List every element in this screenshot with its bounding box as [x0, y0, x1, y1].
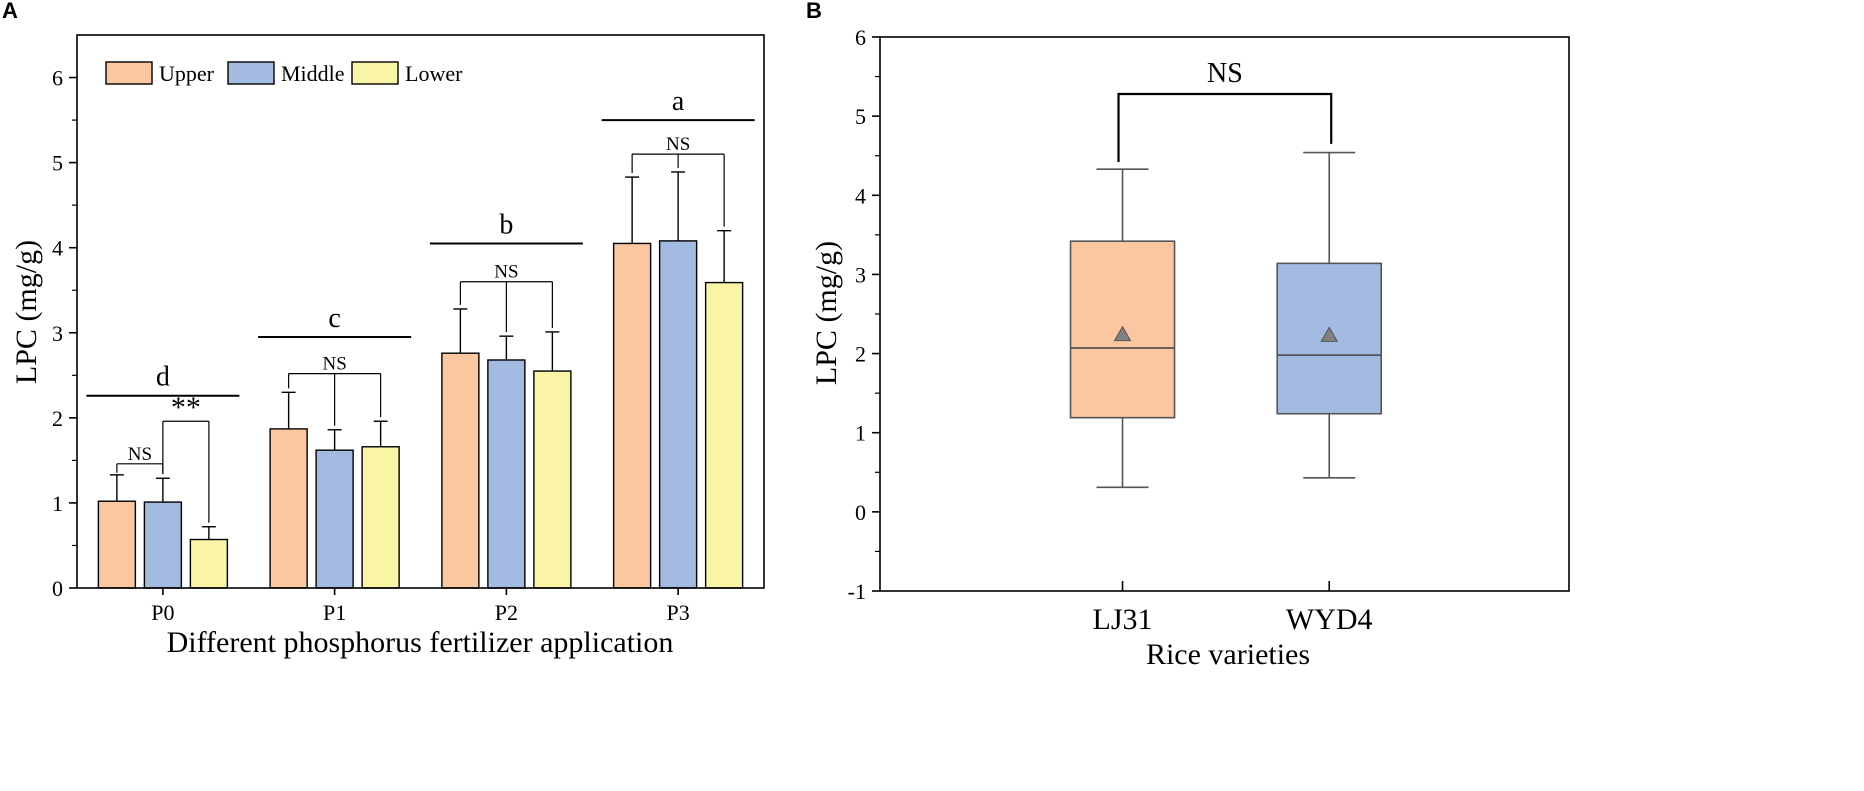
legend-swatch-middle	[227, 61, 275, 85]
legend-swatch-lower	[351, 61, 399, 85]
mean-marker-wyd4	[1320, 326, 1339, 342]
y-tick-label: 5	[855, 104, 866, 129]
bar-middle-p0	[143, 501, 183, 589]
y-tick-label: 1	[855, 421, 866, 446]
group-letter-b: b	[499, 209, 513, 240]
legend-label-lower: Lower	[405, 61, 463, 86]
panel-b: B NS -1 0 1 2 3 4 5 6 LJ31 WYD4 LPC (mg/g) Rice …	[806, 0, 1570, 671]
panel-b-y-axis-title: LPC (mg/g)	[810, 241, 843, 385]
panel-a-y-axis-title: LPC (mg/g)	[10, 240, 43, 384]
bar-upper-p3	[612, 242, 652, 589]
panel-a-plot-frame	[76, 34, 765, 589]
x-tick-label-lj31: LJ31	[1093, 603, 1153, 636]
y-tick-label: 3	[52, 321, 63, 346]
panel-b-x-axis-title: Rice varieties	[1146, 638, 1310, 671]
y-tick-label: 0	[52, 576, 63, 601]
legend-label-upper: Upper	[159, 61, 215, 86]
x-tick-label-wyd4: WYD4	[1286, 603, 1373, 636]
y-tick-label: -1	[848, 579, 866, 604]
y-tick-label: 5	[52, 151, 63, 176]
significance-label-stars: **	[171, 391, 201, 424]
significance-label-ns: NS	[494, 262, 518, 283]
x-tick-label-p2: P2	[495, 600, 518, 625]
significance-label-ns: NS	[128, 444, 152, 465]
y-tick-label: 4	[52, 236, 63, 261]
bar-upper-p1	[269, 428, 308, 589]
bar-middle-p2	[487, 359, 526, 589]
bar-lower-p3	[704, 281, 744, 589]
y-tick-label: 4	[855, 183, 866, 208]
y-tick-label: 0	[855, 500, 866, 525]
y-tick-label: 1	[52, 491, 63, 516]
panel-a: A NS ** NS NS NS d c b a 0 1 2 3 4 5 6 P0 P1 P2 P3 Upper…	[2, 0, 765, 659]
mean-marker-lj31	[1113, 325, 1132, 342]
bar-upper-p0	[97, 500, 137, 589]
x-tick-label-p0: P0	[151, 600, 174, 625]
legend-label-middle: Middle	[281, 61, 345, 86]
bar-middle-p3	[658, 240, 698, 589]
y-tick-label: 3	[855, 262, 866, 287]
bar-middle-p1	[315, 449, 354, 589]
bar-lower-p0	[189, 538, 229, 589]
panel-a-x-axis-title: Different phosphorus fertilizer applicat…	[167, 626, 674, 659]
legend-swatch-upper	[105, 61, 153, 85]
significance-label-ns: NS	[666, 134, 690, 155]
y-tick-label: 6	[52, 66, 63, 91]
x-tick-label-p3: P3	[667, 600, 690, 625]
bar-lower-p2	[533, 370, 572, 589]
panel-b-plot-frame	[879, 36, 1570, 592]
bar-lower-p1	[361, 446, 400, 589]
group-letter-a: a	[672, 86, 685, 117]
comparison-label-ns: NS	[1207, 58, 1243, 89]
panel-b-label: B	[806, 0, 822, 23]
y-tick-label: 2	[52, 406, 63, 431]
x-tick-label-p1: P1	[323, 600, 346, 625]
comparison-bracket	[1117, 92, 1333, 163]
bar-upper-p2	[441, 352, 480, 589]
significance-label-ns: NS	[322, 354, 346, 375]
group-letter-c: c	[328, 303, 340, 334]
y-tick-label: 2	[855, 342, 866, 367]
group-letter-d: d	[156, 362, 170, 393]
y-tick-label: 6	[855, 25, 866, 50]
panel-a-label: A	[2, 0, 18, 23]
